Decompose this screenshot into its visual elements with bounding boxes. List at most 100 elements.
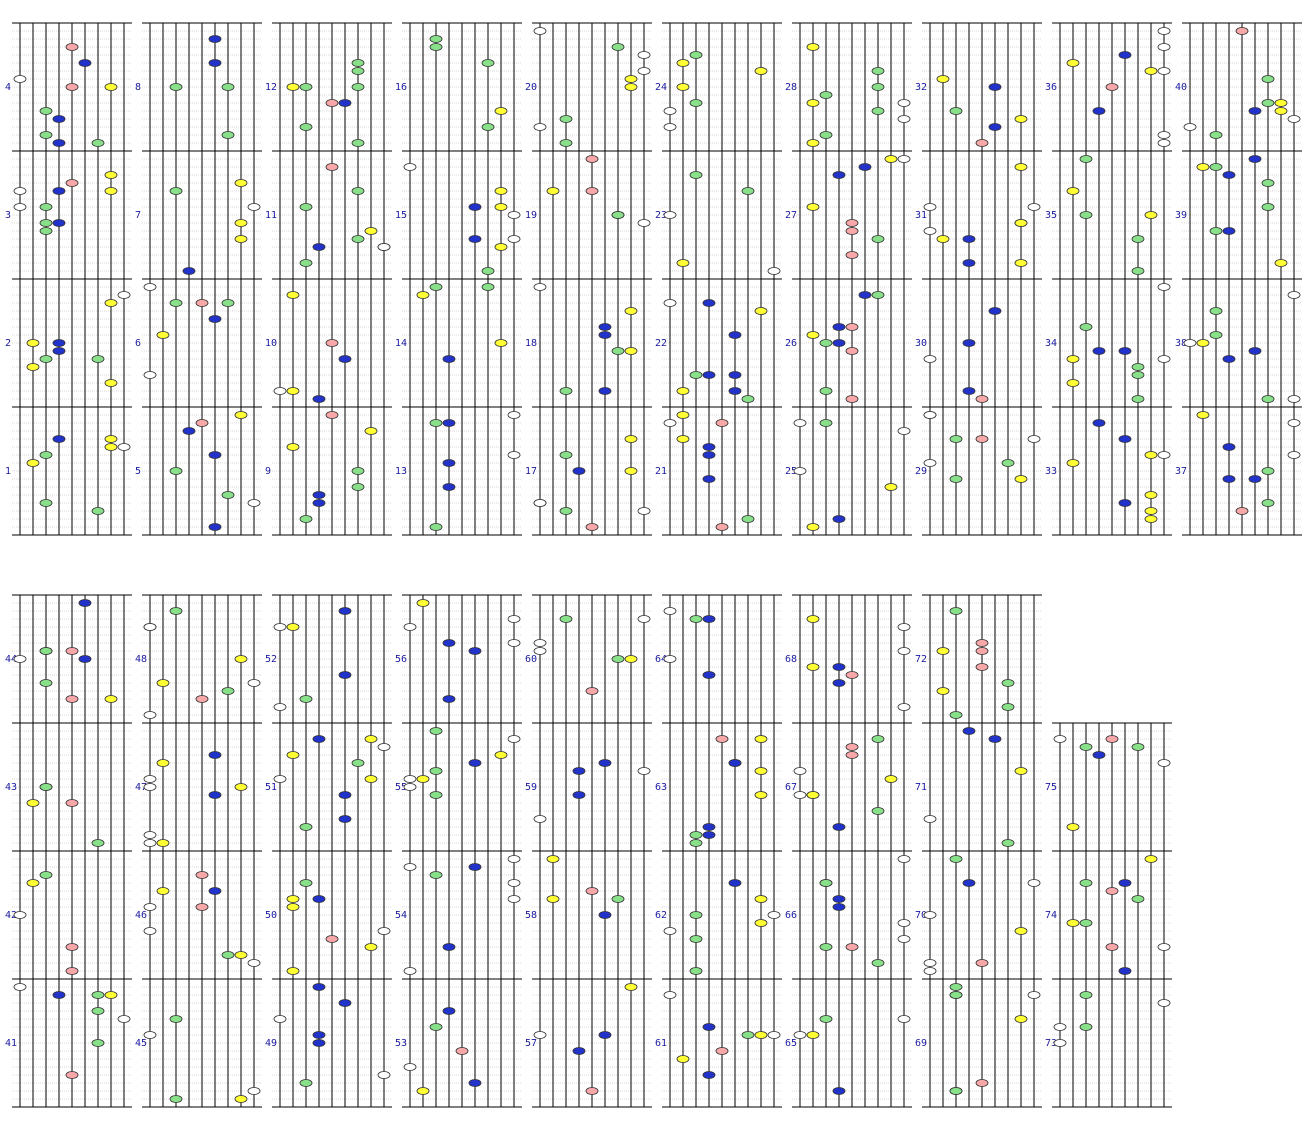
note <box>234 179 248 187</box>
note <box>351 467 365 475</box>
note <box>104 83 118 91</box>
note <box>143 903 157 911</box>
note <box>403 1063 417 1071</box>
measure-number: 1 <box>5 466 11 477</box>
note <box>481 267 495 275</box>
note <box>403 967 417 975</box>
note <box>533 647 547 655</box>
measure-number: 7 <box>135 210 141 221</box>
note <box>845 743 859 751</box>
note <box>819 387 833 395</box>
note <box>689 935 703 943</box>
note <box>52 187 66 195</box>
note <box>143 711 157 719</box>
note <box>1079 743 1093 751</box>
note <box>143 1031 157 1039</box>
note <box>52 139 66 147</box>
note <box>689 831 703 839</box>
note <box>13 75 27 83</box>
note <box>377 927 391 935</box>
note <box>754 735 768 743</box>
note <box>39 871 53 879</box>
note <box>169 299 183 307</box>
note <box>1066 187 1080 195</box>
note <box>1157 451 1171 459</box>
note <box>403 775 417 783</box>
note <box>871 291 885 299</box>
note <box>286 387 300 395</box>
note <box>143 283 157 291</box>
note <box>533 123 547 131</box>
note <box>585 187 599 195</box>
note <box>585 1087 599 1095</box>
note <box>429 871 443 879</box>
note <box>286 751 300 759</box>
score-column: 53 54 55 56 <box>395 594 522 1108</box>
measure-number: 51 <box>265 782 277 793</box>
note <box>208 35 222 43</box>
note <box>429 283 443 291</box>
note <box>871 83 885 91</box>
note <box>325 935 339 943</box>
note <box>1014 475 1028 483</box>
note <box>559 451 573 459</box>
note <box>65 799 79 807</box>
measure-number: 62 <box>655 910 667 921</box>
note <box>364 943 378 951</box>
measure-number: 41 <box>5 1038 17 1049</box>
note <box>975 395 989 403</box>
note <box>143 831 157 839</box>
note <box>299 259 313 267</box>
note <box>598 387 612 395</box>
measure-number: 4 <box>5 82 11 93</box>
note <box>988 307 1002 315</box>
note <box>494 339 508 347</box>
note <box>364 775 378 783</box>
note <box>507 615 521 623</box>
note <box>1157 27 1171 35</box>
note <box>351 67 365 75</box>
measure-number: 12 <box>265 82 277 93</box>
note <box>702 299 716 307</box>
measure-number: 31 <box>915 210 927 221</box>
score-column: 41 42 43 44 <box>5 594 132 1108</box>
note <box>689 615 703 623</box>
note <box>702 475 716 483</box>
measure-number: 57 <box>525 1038 537 1049</box>
note <box>819 943 833 951</box>
note <box>247 959 261 967</box>
note <box>754 919 768 927</box>
note <box>936 235 950 243</box>
note <box>702 1023 716 1031</box>
note <box>1196 163 1210 171</box>
note <box>91 1039 105 1047</box>
note <box>962 339 976 347</box>
note <box>793 467 807 475</box>
note <box>338 607 352 615</box>
measure-number: 26 <box>785 338 797 349</box>
note <box>611 211 625 219</box>
note <box>832 1087 846 1095</box>
note <box>975 639 989 647</box>
note <box>39 499 53 507</box>
note <box>1157 355 1171 363</box>
note <box>546 855 560 863</box>
note <box>338 99 352 107</box>
note <box>195 871 209 879</box>
measure-number: 21 <box>655 466 667 477</box>
note <box>1196 411 1210 419</box>
note <box>325 339 339 347</box>
note <box>702 451 716 459</box>
measure-number: 67 <box>785 782 797 793</box>
note <box>624 655 638 663</box>
note <box>546 895 560 903</box>
note <box>117 1015 131 1023</box>
note <box>195 299 209 307</box>
note <box>598 323 612 331</box>
note <box>468 863 482 871</box>
note <box>832 679 846 687</box>
note <box>52 435 66 443</box>
note <box>559 507 573 515</box>
note <box>468 759 482 767</box>
note <box>416 775 430 783</box>
